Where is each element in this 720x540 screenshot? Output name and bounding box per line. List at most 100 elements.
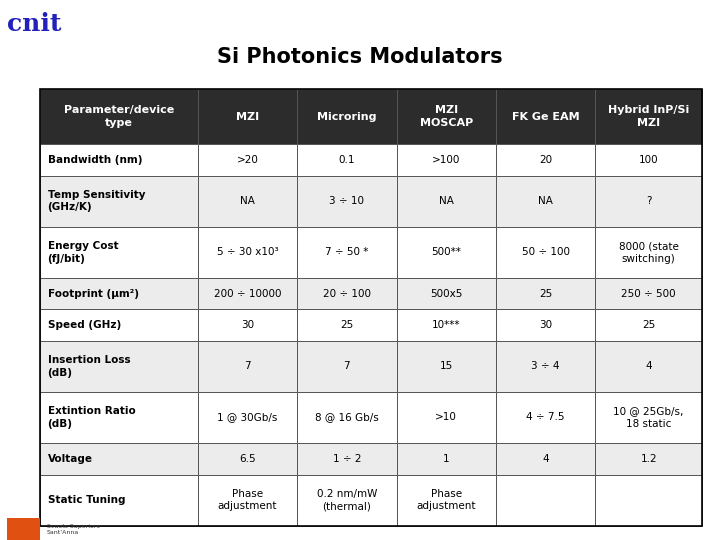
- Text: 25: 25: [539, 288, 552, 299]
- Bar: [496, 227, 595, 278]
- Bar: [496, 443, 595, 475]
- Text: 6.5: 6.5: [239, 454, 256, 464]
- Text: 1: 1: [443, 454, 449, 464]
- Text: Parameter/device
type: Parameter/device type: [63, 105, 174, 128]
- Text: 250 ÷ 500: 250 ÷ 500: [621, 288, 676, 299]
- Bar: [496, 341, 595, 392]
- Bar: [496, 278, 595, 309]
- Bar: [595, 309, 702, 341]
- Text: Hybrid InP/Si
MZI: Hybrid InP/Si MZI: [608, 105, 689, 128]
- Bar: [397, 227, 496, 278]
- Bar: [595, 392, 702, 443]
- Text: 25: 25: [341, 320, 354, 330]
- Bar: [40, 309, 198, 341]
- Bar: [595, 443, 702, 475]
- Text: >20: >20: [237, 155, 258, 165]
- Bar: [198, 443, 297, 475]
- Bar: [496, 89, 595, 144]
- Bar: [397, 309, 496, 341]
- Bar: [397, 443, 496, 475]
- Text: Phase
adjustment: Phase adjustment: [416, 489, 476, 511]
- Text: 30: 30: [241, 320, 254, 330]
- Bar: [297, 475, 397, 525]
- Bar: [198, 392, 297, 443]
- Text: 4: 4: [542, 454, 549, 464]
- Bar: [297, 176, 397, 227]
- Text: Speed (GHz): Speed (GHz): [48, 320, 121, 330]
- Bar: [397, 89, 496, 144]
- Text: FK Ge EAM: FK Ge EAM: [512, 112, 580, 122]
- Text: Footprint (μm²): Footprint (μm²): [48, 288, 138, 299]
- Bar: [7, 518, 40, 540]
- Text: 10 @ 25Gb/s,
18 static: 10 @ 25Gb/s, 18 static: [613, 406, 684, 429]
- Text: Scuola Superiore
Sant'Anna: Scuola Superiore Sant'Anna: [47, 524, 100, 535]
- Bar: [40, 176, 198, 227]
- Bar: [198, 278, 297, 309]
- Bar: [40, 89, 198, 144]
- Bar: [198, 89, 297, 144]
- Bar: [595, 341, 702, 392]
- Text: 8000 (state
switching): 8000 (state switching): [618, 241, 678, 264]
- Bar: [397, 392, 496, 443]
- Text: 0.2 nm/mW
(thermal): 0.2 nm/mW (thermal): [317, 489, 377, 511]
- Text: >100: >100: [432, 155, 460, 165]
- Text: 3 ÷ 4: 3 ÷ 4: [531, 361, 560, 372]
- Bar: [40, 144, 198, 176]
- Bar: [397, 475, 496, 525]
- Text: 5 ÷ 30 x10³: 5 ÷ 30 x10³: [217, 247, 279, 257]
- Bar: [40, 341, 198, 392]
- Text: cnit: cnit: [7, 12, 62, 36]
- Text: Si Photonics Modulators: Si Photonics Modulators: [217, 46, 503, 67]
- Text: NA: NA: [438, 196, 454, 206]
- Bar: [397, 176, 496, 227]
- Bar: [297, 278, 397, 309]
- Bar: [496, 144, 595, 176]
- Bar: [397, 341, 496, 392]
- Text: 4 ÷ 7.5: 4 ÷ 7.5: [526, 413, 565, 422]
- Bar: [198, 309, 297, 341]
- Text: NA: NA: [538, 196, 553, 206]
- Text: MZI: MZI: [236, 112, 259, 122]
- Bar: [496, 176, 595, 227]
- Text: 500**: 500**: [431, 247, 462, 257]
- Bar: [397, 278, 496, 309]
- Text: 1 @ 30Gb/s: 1 @ 30Gb/s: [217, 413, 278, 422]
- Bar: [297, 392, 397, 443]
- Text: Bandwidth (nm): Bandwidth (nm): [48, 155, 142, 165]
- Bar: [595, 144, 702, 176]
- Text: Static Tuning: Static Tuning: [48, 495, 125, 505]
- Bar: [198, 475, 297, 525]
- Text: 7: 7: [343, 361, 350, 372]
- Text: 3 ÷ 10: 3 ÷ 10: [329, 196, 364, 206]
- Text: ?: ?: [646, 196, 652, 206]
- Bar: [40, 392, 198, 443]
- Bar: [595, 176, 702, 227]
- Text: Energy Cost
(fJ/bit): Energy Cost (fJ/bit): [48, 241, 118, 264]
- Text: Insertion Loss
(dB): Insertion Loss (dB): [48, 355, 130, 377]
- Text: Microring: Microring: [317, 112, 377, 122]
- Text: MZI
MOSCAP: MZI MOSCAP: [420, 105, 473, 128]
- Bar: [496, 475, 595, 525]
- Bar: [198, 341, 297, 392]
- Bar: [595, 278, 702, 309]
- Bar: [297, 341, 397, 392]
- Text: NA: NA: [240, 196, 255, 206]
- Bar: [595, 89, 702, 144]
- Text: Extintion Ratio
(dB): Extintion Ratio (dB): [48, 406, 135, 429]
- Text: 0.1: 0.1: [338, 155, 355, 165]
- Text: 500x5: 500x5: [430, 288, 462, 299]
- Text: >10: >10: [436, 413, 457, 422]
- Bar: [297, 144, 397, 176]
- Text: 30: 30: [539, 320, 552, 330]
- Bar: [40, 278, 198, 309]
- Bar: [40, 475, 198, 525]
- Text: 50 ÷ 100: 50 ÷ 100: [521, 247, 570, 257]
- Bar: [198, 144, 297, 176]
- Bar: [496, 309, 595, 341]
- Bar: [496, 392, 595, 443]
- Text: 4: 4: [645, 361, 652, 372]
- Text: 1.2: 1.2: [640, 454, 657, 464]
- Text: Temp Sensitivity
(GHz/K): Temp Sensitivity (GHz/K): [48, 190, 145, 212]
- Text: 7 ÷ 50 *: 7 ÷ 50 *: [325, 247, 369, 257]
- Text: 10***: 10***: [432, 320, 461, 330]
